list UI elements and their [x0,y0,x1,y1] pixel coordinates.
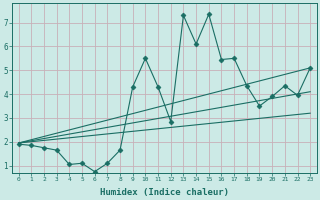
X-axis label: Humidex (Indice chaleur): Humidex (Indice chaleur) [100,188,229,197]
